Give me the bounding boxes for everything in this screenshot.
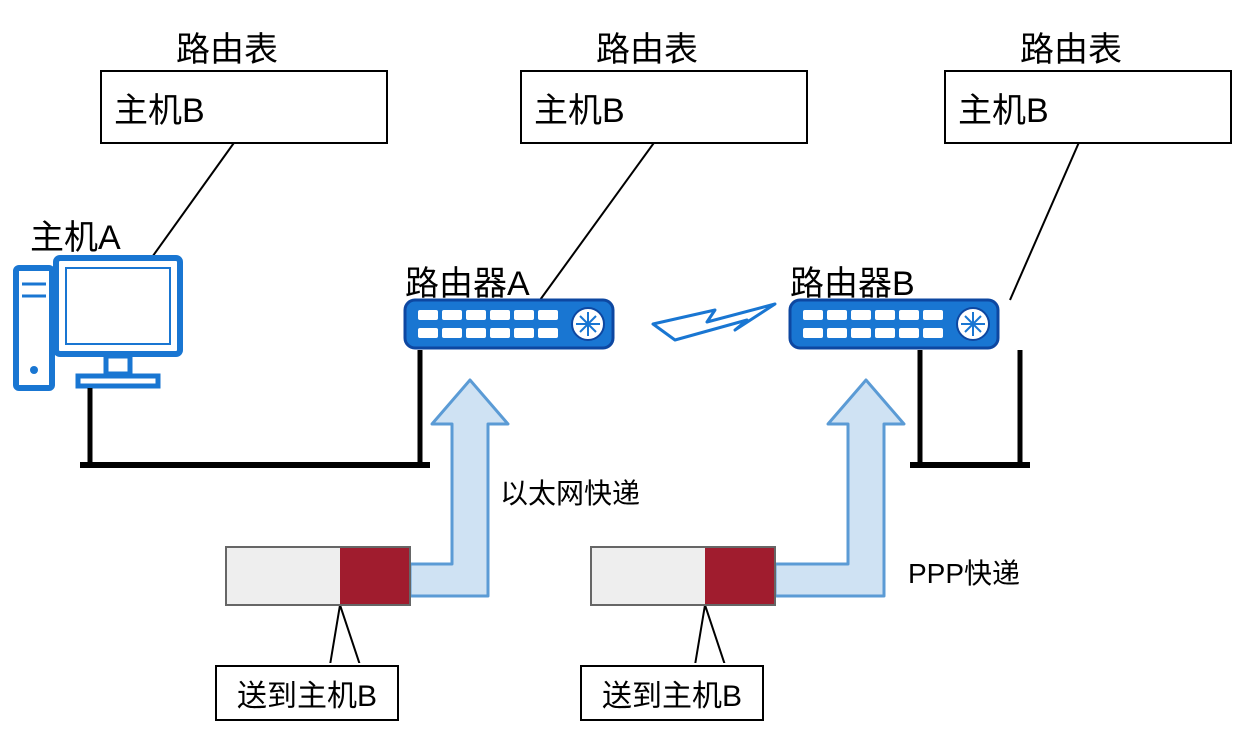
rt-entry-3: 主机B <box>958 83 1049 132</box>
rt-box-1: 主机B <box>100 70 388 144</box>
rt-box-3: 主机B <box>944 70 1232 144</box>
router-a-label: 路由器A <box>405 256 530 305</box>
rt-title-3: 路由表 <box>1020 22 1122 71</box>
host-label: 主机A <box>30 210 121 259</box>
callout-2: 送到主机B <box>580 665 764 721</box>
lead-line-routerB <box>1010 140 1080 300</box>
lead-line-host <box>150 140 236 260</box>
packet-2 <box>590 546 776 606</box>
packet-2-header <box>705 548 774 604</box>
router-a-icon <box>405 300 613 348</box>
host-pc-icon <box>16 258 180 388</box>
packet-1-payload <box>227 548 340 604</box>
rt-title-2: 路由表 <box>596 22 698 71</box>
rt-title-1: 路由表 <box>176 22 278 71</box>
ethernet-courier-label: 以太网快递 <box>500 472 640 512</box>
callout-tail-1 <box>330 605 360 665</box>
callout-tail-2 <box>695 605 725 665</box>
rt-box-2: 主机B <box>520 70 808 144</box>
ppp-courier-label: PPP快递 <box>908 552 1020 592</box>
callout-1: 送到主机B <box>215 665 399 721</box>
rt-entry-1: 主机B <box>114 83 205 132</box>
rt-entry-2: 主机B <box>534 83 625 132</box>
packet-1 <box>225 546 411 606</box>
router-b-label: 路由器B <box>790 256 915 305</box>
lead-line-routerA <box>540 140 656 300</box>
callout-1-text: 送到主机B <box>237 671 377 715</box>
zigzag-link-icon <box>653 304 775 340</box>
up-arrow-ppp <box>775 380 904 596</box>
diagram-canvas: 路由表 路由表 路由表 主机B 主机B 主机B 主机A 路由器A 路由器B 以太… <box>0 0 1244 730</box>
router-b-icon <box>790 300 998 348</box>
packet-2-payload <box>592 548 705 604</box>
up-arrow-ethernet <box>410 380 508 596</box>
packet-1-header <box>340 548 409 604</box>
callout-2-text: 送到主机B <box>602 671 742 715</box>
